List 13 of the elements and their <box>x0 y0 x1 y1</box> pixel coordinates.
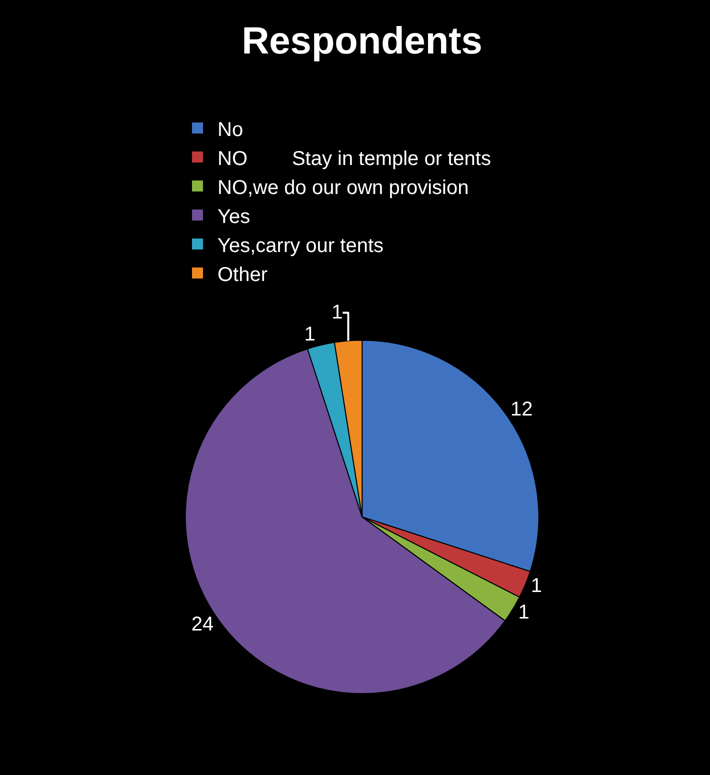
data-label: 1 <box>518 601 530 624</box>
data-label: 1 <box>530 575 542 598</box>
legend-label: Yes <box>218 206 250 228</box>
legend-label: NO,we do our own provision <box>218 176 469 199</box>
legend-label: Yes,carry our tents <box>218 234 384 257</box>
legend-label: Other <box>218 264 268 286</box>
data-label: 24 <box>191 614 214 636</box>
data-label: 12 <box>510 398 533 420</box>
data-label: 1 <box>332 302 343 324</box>
legend-label: No <box>218 118 244 141</box>
data-label: 1 <box>304 324 316 346</box>
legend-label: NO Stay in temple or tents <box>218 148 491 170</box>
chart-title: Respondents <box>242 20 482 63</box>
